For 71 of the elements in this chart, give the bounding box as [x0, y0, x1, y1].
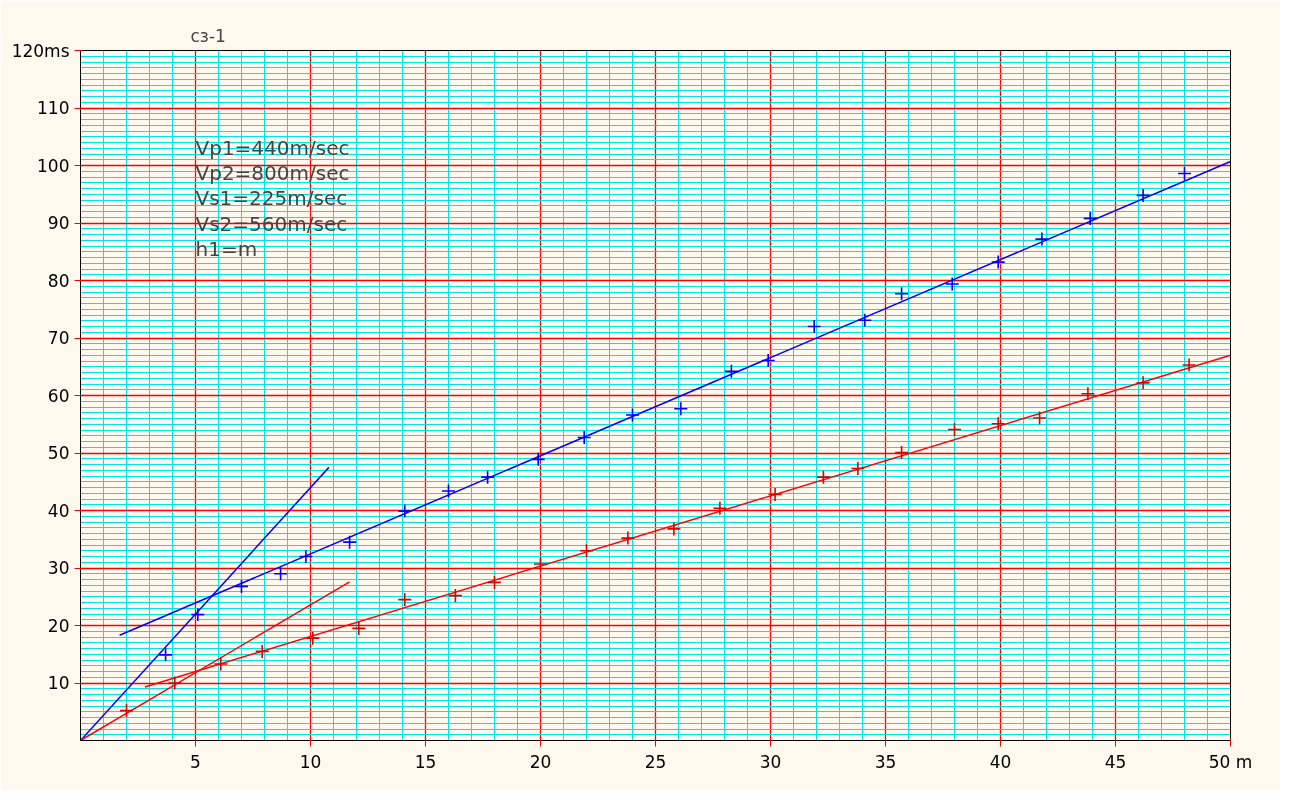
point	[119, 703, 134, 718]
y-tick-label: 90	[47, 213, 70, 233]
point	[857, 312, 873, 328]
y-tick-label: 110	[37, 98, 70, 118]
point	[724, 364, 739, 379]
y-tick-label: 120ms	[11, 40, 70, 61]
point	[441, 483, 456, 499]
point	[342, 534, 357, 550]
x-tick-label: 25	[644, 751, 667, 772]
point	[530, 452, 546, 467]
y-tick-label: 70	[47, 328, 70, 348]
y-tick-label: 10	[47, 673, 70, 693]
x-tick-label: 10	[299, 751, 322, 772]
point	[947, 422, 962, 437]
point	[894, 286, 909, 302]
point	[625, 407, 640, 423]
point	[1082, 211, 1098, 226]
point	[234, 579, 249, 594]
point	[850, 461, 866, 476]
x-tick-label: 20	[529, 751, 552, 772]
point	[254, 644, 270, 659]
x-tick-label: 30	[759, 751, 782, 772]
point	[1034, 231, 1050, 247]
point	[298, 549, 314, 564]
point	[712, 500, 728, 516]
x-tick-label: 40	[989, 751, 1012, 772]
point	[158, 647, 173, 663]
point	[894, 445, 909, 460]
point	[620, 530, 636, 546]
point	[1181, 357, 1197, 373]
point	[576, 430, 592, 445]
point	[213, 656, 229, 672]
x-tick-label: 15	[414, 751, 437, 772]
x-tick-label: 5	[190, 751, 201, 772]
point	[167, 675, 183, 691]
point	[806, 319, 822, 334]
point	[579, 543, 594, 559]
text: сз-1	[190, 25, 226, 46]
point	[397, 592, 413, 607]
point	[990, 416, 1006, 431]
point	[673, 401, 689, 417]
y-tick-label: 40	[47, 500, 70, 521]
y-tick-label: 30	[47, 558, 70, 578]
point	[1177, 166, 1192, 181]
point	[816, 469, 831, 485]
point	[1080, 386, 1096, 402]
point	[487, 575, 502, 590]
point	[448, 588, 463, 603]
point	[397, 503, 413, 519]
point	[480, 469, 495, 485]
point	[1032, 410, 1047, 426]
point	[1135, 375, 1151, 391]
x-tick-label: 50 m	[1208, 751, 1253, 772]
x-tick-label: 45	[1104, 751, 1127, 772]
point	[1135, 188, 1151, 203]
y-tick-label: 100	[37, 155, 70, 176]
point	[273, 566, 288, 582]
point	[760, 353, 776, 368]
point	[190, 607, 206, 622]
point	[666, 521, 682, 537]
y-tick-label: 20	[47, 615, 70, 636]
y-tick-label: 50	[47, 443, 70, 463]
y-tick-label: 60	[47, 385, 70, 406]
point	[305, 630, 321, 646]
point	[351, 621, 367, 636]
y-tick-label: 80	[47, 270, 70, 291]
point	[990, 254, 1006, 270]
point	[767, 487, 783, 502]
x-tick-label: 35	[874, 751, 897, 772]
point	[944, 276, 960, 292]
point	[533, 556, 548, 572]
